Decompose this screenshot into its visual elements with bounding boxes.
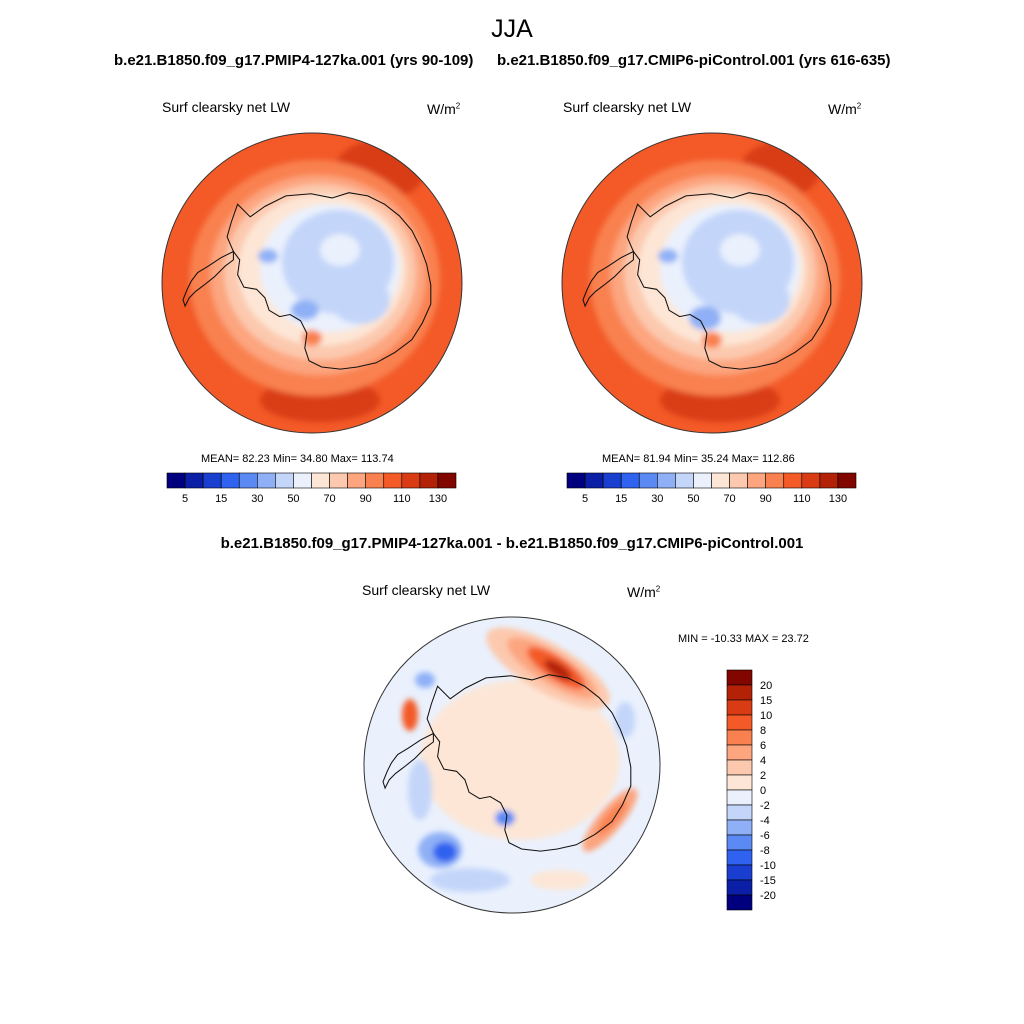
colorbar-swatch bbox=[726, 699, 753, 716]
colorbar-swatch bbox=[383, 472, 403, 489]
colorbar-swatch bbox=[275, 472, 294, 489]
colorbar-swatch bbox=[293, 472, 312, 489]
colorbar-swatch bbox=[726, 789, 753, 806]
colorbar-swatch bbox=[726, 819, 753, 836]
colorbar-swatch bbox=[437, 472, 457, 489]
colorbar-swatch bbox=[166, 472, 186, 489]
colorbar-swatch bbox=[726, 669, 753, 686]
colorbar-swatch bbox=[726, 729, 753, 746]
colorbar-swatch bbox=[726, 804, 753, 821]
colorbar-swatch bbox=[726, 759, 753, 776]
colorbar-swatch bbox=[311, 472, 330, 489]
colorbar-swatch bbox=[726, 744, 753, 761]
panel-a-variable: Surf clearsky net LW bbox=[162, 99, 291, 115]
colorbar-tick-label: 70 bbox=[323, 493, 335, 505]
colorbar-swatch bbox=[602, 472, 622, 489]
colorbar-tick-label: 90 bbox=[760, 493, 772, 505]
colorbar-tick-label: 110 bbox=[393, 493, 411, 505]
colorbar-swatch bbox=[693, 472, 712, 489]
colorbar-swatch bbox=[726, 774, 753, 791]
colorbar-tick-label: 5 bbox=[182, 493, 188, 505]
season-title: JJA bbox=[491, 15, 533, 43]
colorbar-swatch bbox=[184, 472, 204, 489]
colorbar-tick-label: 0 bbox=[760, 785, 766, 797]
colorbar-swatch bbox=[238, 472, 258, 489]
panel-diff-units: W/m2 bbox=[627, 584, 661, 600]
colorbar-swatch bbox=[638, 472, 658, 489]
colorbar-swatch bbox=[726, 864, 753, 881]
colorbar-swatch bbox=[347, 472, 366, 489]
map-panel-a bbox=[161, 132, 463, 434]
colorbar-tick-label: 15 bbox=[615, 493, 627, 505]
colorbar-swatch bbox=[711, 472, 730, 489]
colorbar-swatch bbox=[675, 472, 694, 489]
colorbar-swatch bbox=[726, 714, 753, 731]
colorbar-panel-a: 5 15 30 50 70 90 110 130 bbox=[166, 472, 457, 505]
colorbar-swatch bbox=[584, 472, 604, 489]
colorbar-tick-label: 10 bbox=[760, 710, 772, 722]
panel-diff-variable: Surf clearsky net LW bbox=[362, 582, 491, 598]
colorbar-swatch bbox=[257, 472, 276, 489]
colorbar-tick-label: 5 bbox=[582, 493, 588, 505]
colorbar-tick-label: 90 bbox=[360, 493, 372, 505]
colorbar-tick-label: -20 bbox=[760, 890, 776, 902]
colorbar-swatch bbox=[365, 472, 385, 489]
colorbar-tick-label: 70 bbox=[723, 493, 735, 505]
colorbar-tick-label: -6 bbox=[760, 830, 770, 842]
colorbar-tick-label: -10 bbox=[760, 860, 776, 872]
colorbar-swatch bbox=[220, 472, 240, 489]
colorbar-swatch bbox=[783, 472, 803, 489]
panel-b-units: W/m2 bbox=[828, 101, 862, 117]
colorbar-swatch bbox=[729, 472, 748, 489]
colorbar-tick-label: 30 bbox=[651, 493, 663, 505]
colorbar-swatch bbox=[419, 472, 439, 489]
colorbar-swatch bbox=[726, 894, 753, 911]
colorbar-tick-label: 30 bbox=[251, 493, 263, 505]
colorbar-panel-b: 5 15 30 50 70 90 110 130 bbox=[566, 472, 857, 505]
colorbar-tick-label: 2 bbox=[760, 770, 766, 782]
case-b-title: b.e21.B1850.f09_g17.CMIP6-piControl.001 … bbox=[497, 52, 891, 69]
colorbar-swatch bbox=[726, 684, 753, 701]
colorbar-swatch bbox=[620, 472, 640, 489]
colorbar-tick-label: -4 bbox=[760, 815, 770, 827]
colorbar-tick-label: 15 bbox=[760, 695, 772, 707]
panel-a-stats: MEAN= 82.23 Min= 34.80 Max= 113.74 bbox=[201, 453, 394, 465]
colorbar-tick-label: -8 bbox=[760, 845, 770, 857]
panel-b-stats: MEAN= 81.94 Min= 35.24 Max= 112.86 bbox=[602, 453, 795, 465]
colorbar-swatch bbox=[747, 472, 766, 489]
difference-title: b.e21.B1850.f09_g17.PMIP4-127ka.001 - b.… bbox=[220, 535, 804, 552]
colorbar-swatch bbox=[819, 472, 839, 489]
colorbar-tick-label: 8 bbox=[760, 725, 766, 737]
panel-a-units: W/m2 bbox=[427, 101, 461, 117]
colorbar-swatch bbox=[202, 472, 222, 489]
colorbar-swatch bbox=[726, 879, 753, 896]
colorbar-swatch bbox=[837, 472, 857, 489]
colorbar-tick-label: 50 bbox=[687, 493, 699, 505]
colorbar-swatch bbox=[657, 472, 676, 489]
colorbar-tick-label: -15 bbox=[760, 875, 776, 887]
colorbar-tick-label: 4 bbox=[760, 755, 766, 767]
panel-diff-stats: MIN = -10.33 MAX = 23.72 bbox=[678, 633, 809, 645]
colorbar-tick-label: 130 bbox=[829, 493, 847, 505]
colorbar-tick-label: -2 bbox=[760, 800, 770, 812]
map-panel-diff bbox=[363, 616, 661, 914]
case-a-title: b.e21.B1850.f09_g17.PMIP4-127ka.001 (yrs… bbox=[114, 52, 474, 69]
colorbar-tick-label: 15 bbox=[215, 493, 227, 505]
colorbar-tick-label: 110 bbox=[793, 493, 811, 505]
map-panel-b bbox=[561, 132, 863, 434]
colorbar-tick-label: 20 bbox=[760, 680, 772, 692]
colorbar-tick-label: 50 bbox=[287, 493, 299, 505]
colorbar-swatch bbox=[765, 472, 785, 489]
colorbar-swatch bbox=[329, 472, 348, 489]
colorbar-swatch bbox=[401, 472, 421, 489]
colorbar-tick-label: 6 bbox=[760, 740, 766, 752]
panel-b-variable: Surf clearsky net LW bbox=[563, 99, 692, 115]
colorbar-swatch bbox=[726, 834, 753, 851]
colorbar-tick-label: 130 bbox=[429, 493, 447, 505]
colorbar-swatch bbox=[726, 849, 753, 866]
colorbar-swatch bbox=[566, 472, 586, 489]
colorbar-swatch bbox=[801, 472, 821, 489]
